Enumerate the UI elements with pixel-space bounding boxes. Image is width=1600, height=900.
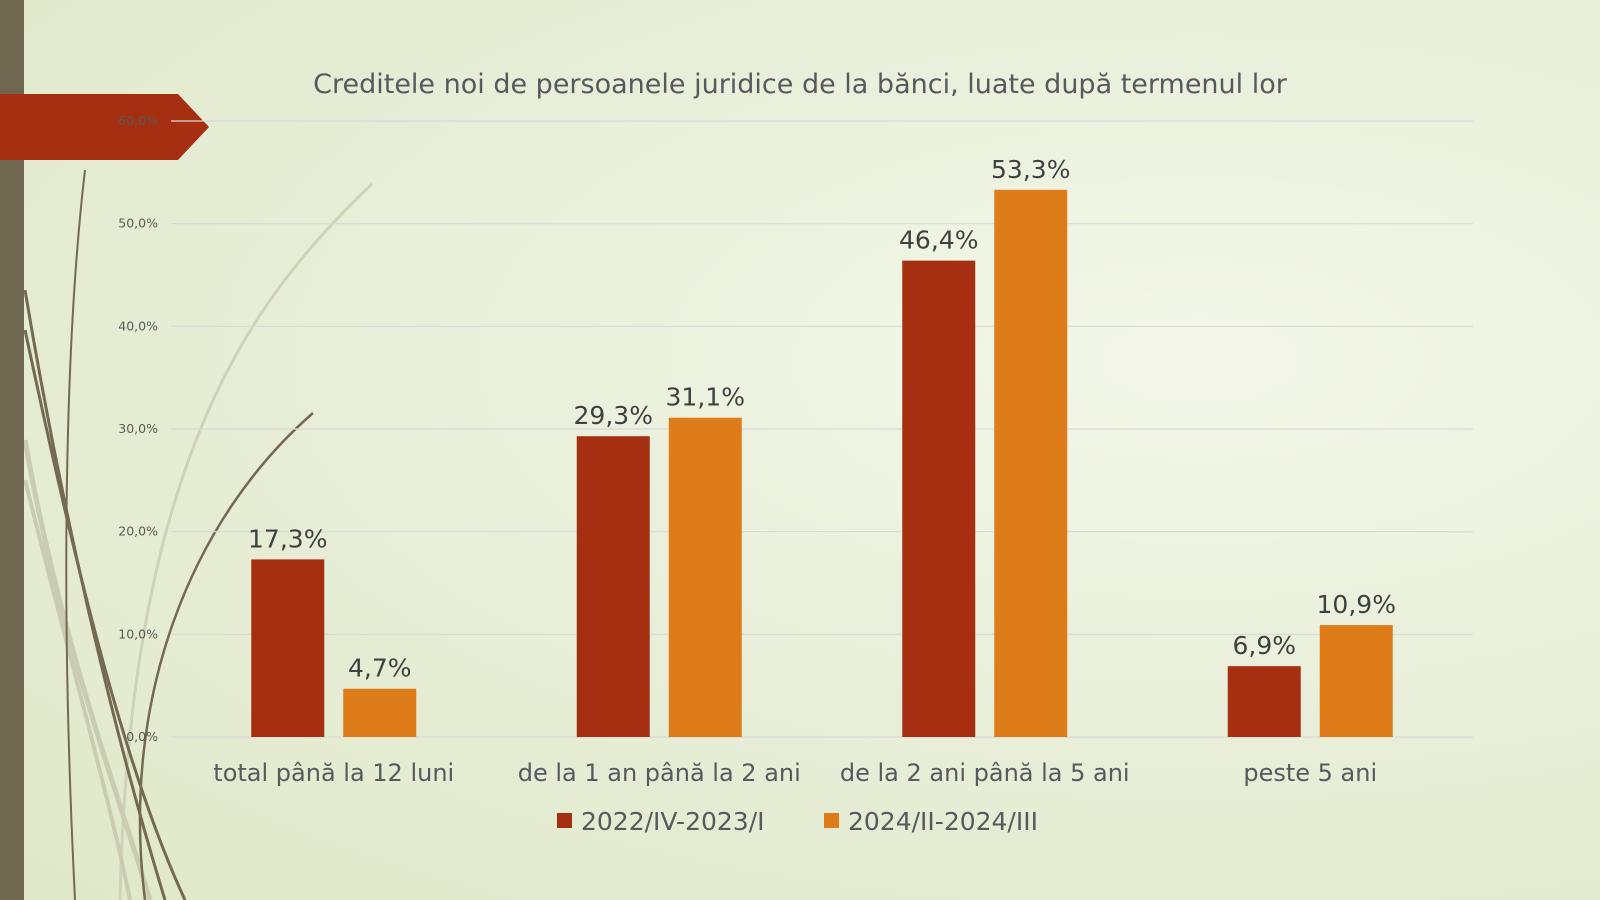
bar <box>251 559 325 737</box>
bar <box>1227 666 1301 737</box>
bar <box>343 688 417 737</box>
y-tick-label: 20,0% <box>118 524 158 539</box>
data-label: 46,4% <box>899 226 978 255</box>
title-banner-arrow <box>0 94 209 160</box>
y-tick-label: 30,0% <box>118 421 158 436</box>
chart-title: Creditele noi de persoanele juridice de … <box>313 69 1288 100</box>
y-tick-label: 0,0% <box>126 729 158 744</box>
x-category-label: de la 2 ani până la 5 ani <box>840 759 1130 787</box>
x-category-label: peste 5 ani <box>1243 759 1377 787</box>
legend-swatch <box>557 813 572 828</box>
legend-label: 2022/IV-2023/I <box>581 807 765 836</box>
data-label: 17,3% <box>248 524 327 553</box>
bar <box>994 189 1068 737</box>
y-tick-label: 50,0% <box>118 216 158 231</box>
x-category-label: de la 1 an până la 2 ani <box>518 759 801 787</box>
y-tick-label: 10,0% <box>118 626 158 641</box>
bar <box>576 436 650 737</box>
y-tick-label: 60,0% <box>118 113 158 128</box>
legend-swatch <box>824 813 839 828</box>
data-label: 6,9% <box>1232 631 1296 660</box>
legend-label: 2024/II-2024/III <box>848 807 1038 836</box>
data-label: 31,1% <box>666 383 745 412</box>
data-label: 53,3% <box>991 155 1070 184</box>
data-label: 10,9% <box>1317 590 1396 619</box>
data-label: 29,3% <box>574 401 653 430</box>
y-tick-label: 40,0% <box>118 318 158 333</box>
decorative-curves <box>22 169 374 900</box>
bar <box>1319 625 1393 737</box>
bar <box>902 260 976 737</box>
x-category-label: total până la 12 luni <box>213 759 454 787</box>
data-label: 4,7% <box>348 654 412 683</box>
bar <box>668 417 742 737</box>
